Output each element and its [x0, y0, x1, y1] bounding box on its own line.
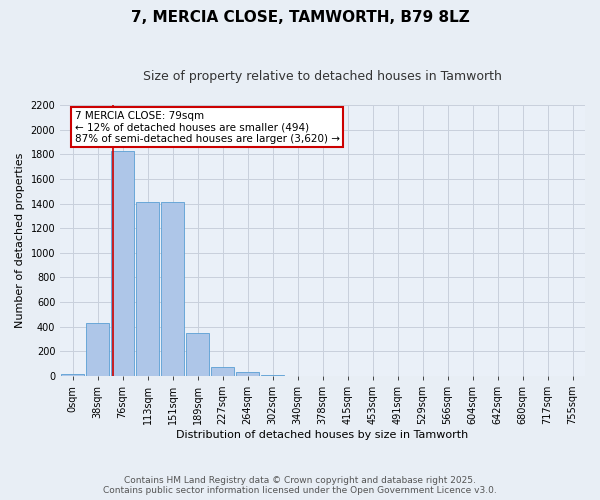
Bar — [187, 333, 209, 376]
Title: Size of property relative to detached houses in Tamworth: Size of property relative to detached ho… — [143, 70, 502, 83]
Bar — [86, 323, 109, 376]
Bar — [262, 374, 284, 376]
Bar — [236, 372, 259, 376]
Text: Contains HM Land Registry data © Crown copyright and database right 2025.
Contai: Contains HM Land Registry data © Crown c… — [103, 476, 497, 495]
Text: 7, MERCIA CLOSE, TAMWORTH, B79 8LZ: 7, MERCIA CLOSE, TAMWORTH, B79 8LZ — [131, 10, 469, 25]
X-axis label: Distribution of detached houses by size in Tamworth: Distribution of detached houses by size … — [176, 430, 469, 440]
Bar — [136, 202, 159, 376]
Text: 7 MERCIA CLOSE: 79sqm
← 12% of detached houses are smaller (494)
87% of semi-det: 7 MERCIA CLOSE: 79sqm ← 12% of detached … — [74, 110, 340, 144]
Bar — [211, 366, 234, 376]
Y-axis label: Number of detached properties: Number of detached properties — [15, 153, 25, 328]
Bar — [112, 150, 134, 376]
Bar — [61, 374, 84, 376]
Bar — [161, 202, 184, 376]
